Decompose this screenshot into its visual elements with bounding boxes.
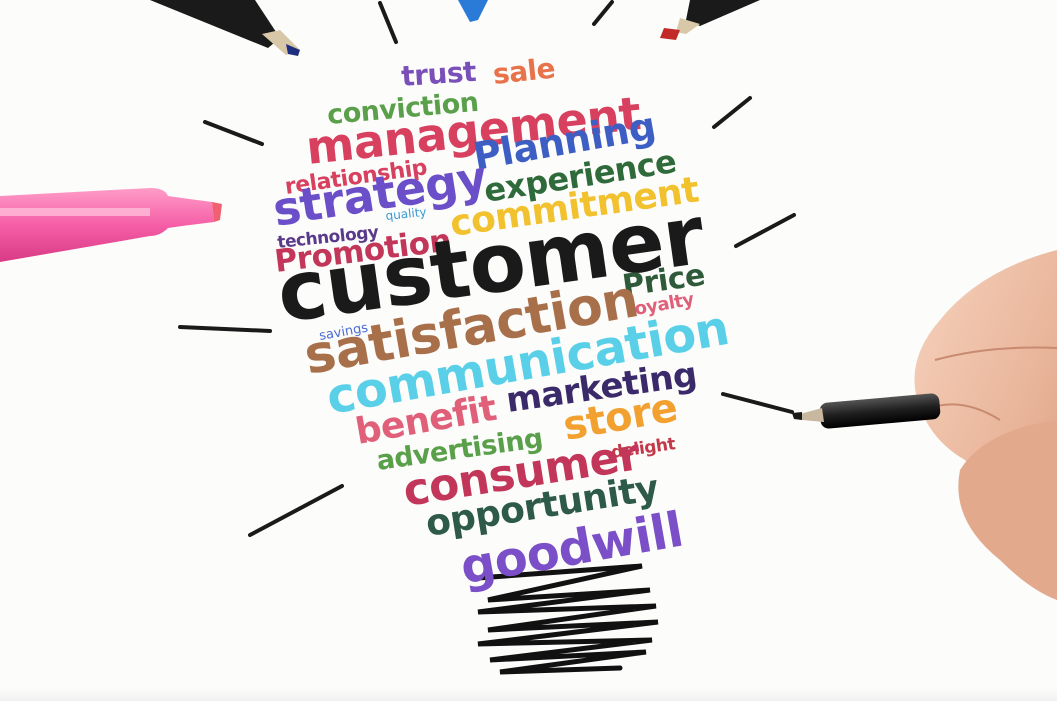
- hand-holding-pen-icon: [792, 250, 1057, 600]
- word-sale: sale: [491, 52, 556, 91]
- bottom-edge-shadow: [0, 688, 1057, 701]
- word-cloud: trust sale conviction management relatio…: [269, 52, 733, 596]
- bulb-base-scribble: [475, 563, 659, 675]
- pink-highlighter-icon: [0, 188, 222, 262]
- blue-marker-icon: [458, 0, 488, 22]
- light-rays: [178, 0, 796, 537]
- word-trust: trust: [400, 55, 477, 93]
- red-marker-icon: [660, 0, 760, 40]
- word-quality: quality: [385, 205, 427, 223]
- black-marker-top-left-icon: [150, 0, 300, 56]
